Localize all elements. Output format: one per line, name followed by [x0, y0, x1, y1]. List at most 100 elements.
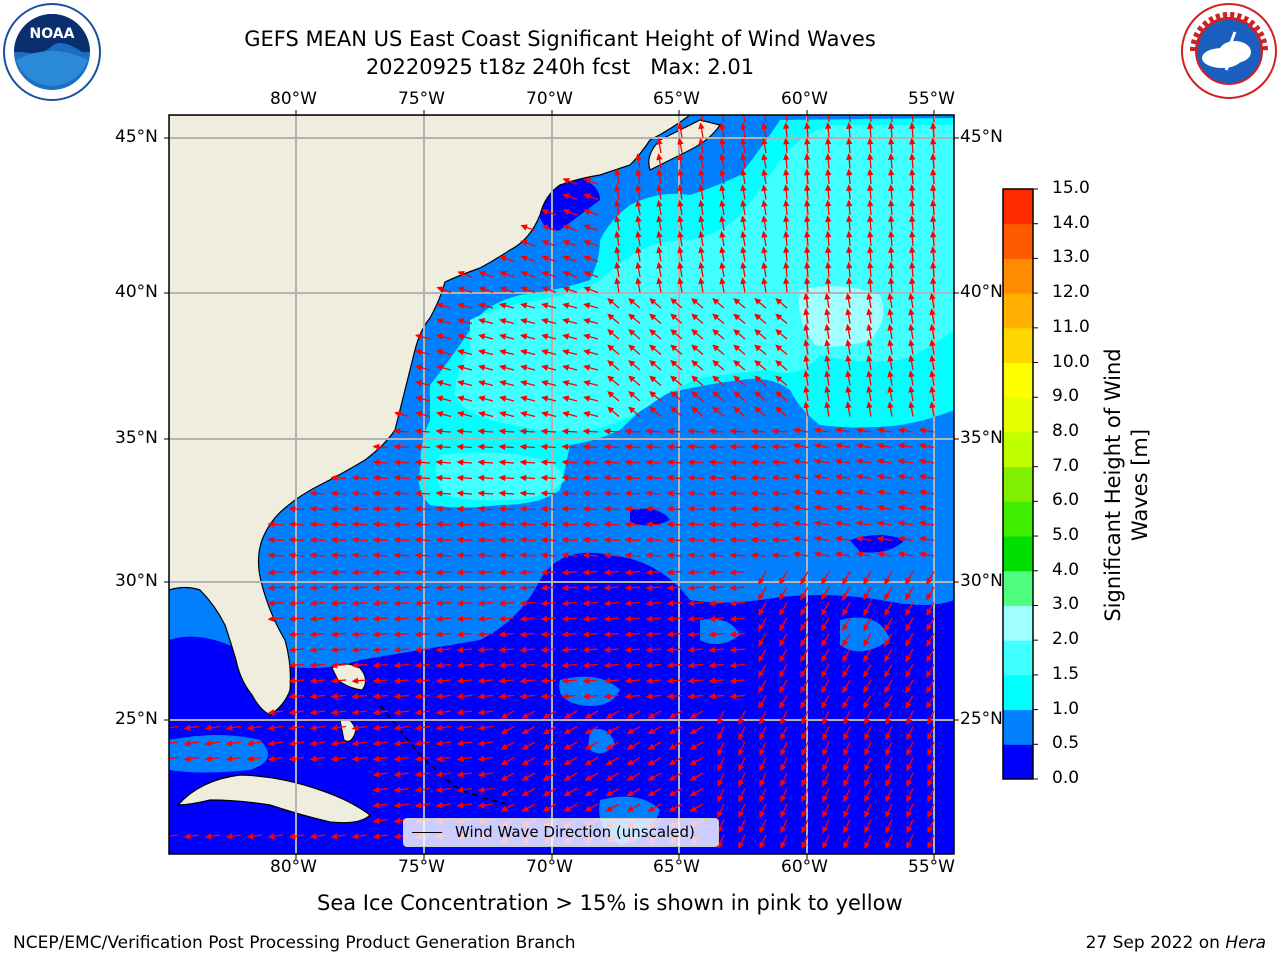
- wave-arrow-head: [754, 329, 762, 336]
- wave-arrow-head: [834, 489, 842, 496]
- wave-arrow-head: [867, 246, 874, 253]
- wave-arrow-head: [666, 600, 674, 607]
- wave-arrow-head: [561, 505, 569, 513]
- wave-arrow-head: [800, 624, 807, 632]
- wave-arrow-head: [867, 277, 874, 284]
- wave-arrow-head: [867, 122, 874, 129]
- wave-arrow-head: [754, 298, 762, 305]
- wave-arrow-head: [477, 662, 485, 669]
- lat-label-left-30n: 30°N: [115, 571, 158, 591]
- wave-arrow-head: [698, 215, 705, 223]
- wave-arrow-head: [670, 344, 678, 352]
- wave-arrow-head: [804, 153, 811, 160]
- wave-arrow-head: [843, 733, 850, 741]
- wave-arrow-head: [540, 646, 548, 653]
- wave-arrow-head: [649, 329, 657, 336]
- wave-arrow-head: [647, 790, 655, 797]
- wave-arrow-head: [456, 536, 464, 544]
- wave-arrow-head: [761, 261, 768, 269]
- wave-arrow-head: [605, 805, 613, 812]
- wave-arrow-head: [309, 693, 317, 700]
- wave-arrow-head: [918, 442, 926, 450]
- wave-arrow-head: [477, 709, 485, 716]
- wave-arrow-head: [863, 624, 870, 632]
- wave-arrow-head: [647, 712, 655, 719]
- wave-arrow-head: [330, 521, 338, 528]
- wave-arrow-head: [582, 521, 590, 528]
- wave-arrow-head: [603, 521, 611, 528]
- wave-arrow-head: [855, 504, 863, 512]
- wave-arrow-head: [372, 631, 380, 638]
- wave-arrow-head: [926, 577, 933, 585]
- wave-arrow-head: [885, 748, 892, 757]
- wave-arrow-head: [804, 277, 811, 284]
- wave-arrow-head: [520, 255, 528, 262]
- wave-arrow-head: [668, 790, 676, 797]
- wave-arrow-head: [792, 520, 800, 527]
- wave-arrow-head: [666, 474, 674, 482]
- wave-arrow-head: [183, 833, 191, 840]
- wave-arrow-head: [821, 593, 828, 601]
- wave-arrow-head: [603, 505, 611, 513]
- wave-arrow-head: [670, 298, 678, 305]
- wave-arrow-head: [499, 302, 507, 309]
- wave-arrow-head: [414, 600, 422, 607]
- wave-arrow-head: [372, 505, 380, 513]
- wave-arrow-head: [803, 308, 810, 316]
- wave-arrow-head: [456, 786, 464, 793]
- wave-arrow-head: [456, 646, 464, 653]
- wave-arrow-head: [456, 709, 464, 716]
- wave-arrow-head: [436, 349, 444, 356]
- wave-arrow-head: [372, 802, 380, 809]
- wave-arrow-head: [866, 385, 873, 393]
- wave-arrow-head: [927, 810, 934, 819]
- wave-arrow-head: [540, 428, 548, 435]
- colorbar-tick-label: 10.0: [1052, 351, 1090, 372]
- wave-arrow-head: [759, 795, 766, 803]
- wave-arrow-head: [691, 329, 699, 336]
- wave-arrow-head: [708, 505, 716, 513]
- wave-arrow-head: [435, 615, 443, 622]
- wave-arrow-head: [372, 615, 380, 622]
- wave-arrow-head: [825, 122, 832, 129]
- wave-arrow-head: [267, 569, 275, 576]
- wave-arrow-head: [435, 459, 443, 466]
- wave-arrow-head: [845, 354, 852, 362]
- wave-arrow-head: [309, 662, 317, 669]
- wave-arrow-head: [628, 313, 636, 321]
- wave-arrow-head: [656, 215, 663, 223]
- wave-arrow-head: [842, 624, 849, 632]
- wave-arrow-head: [519, 646, 527, 653]
- wave-arrow-head: [677, 277, 684, 285]
- wave-arrow-head: [759, 764, 766, 772]
- wave-arrow-head: [309, 490, 317, 497]
- wave-arrow-head: [842, 639, 849, 647]
- wave-arrow-head: [801, 733, 808, 741]
- colorbar-tick-label: 4.0: [1052, 559, 1080, 580]
- wave-arrow-head: [668, 805, 676, 812]
- wave-arrow-head: [930, 261, 937, 269]
- wave-arrow-head: [520, 349, 528, 356]
- wave-arrow-head: [393, 724, 401, 731]
- wave-arrow-head: [519, 631, 527, 638]
- wave-arrow-head: [909, 153, 916, 160]
- wave-arrow-head: [288, 740, 296, 747]
- colorbar-tick-label: 3.0: [1052, 594, 1080, 615]
- wave-arrow-head: [183, 724, 191, 731]
- wave-arrow-head: [645, 600, 653, 607]
- wave-arrow-head: [803, 323, 810, 331]
- wave-arrow-head: [498, 584, 506, 591]
- wave-arrow-head: [614, 230, 621, 238]
- wave-arrow-head: [712, 298, 720, 305]
- wave-arrow-head: [691, 406, 699, 414]
- wave-arrow-head: [500, 759, 508, 766]
- colorbar-segment: [1003, 536, 1033, 572]
- wave-arrow-head: [624, 569, 632, 576]
- wave-arrow-head: [562, 411, 570, 418]
- wave-arrow-head: [866, 308, 873, 316]
- wave-arrow-head: [477, 552, 485, 559]
- wave-arrow-head: [906, 810, 913, 819]
- lon-label-bottom-75w: 75°W: [398, 857, 445, 877]
- wave-arrow-head: [582, 505, 590, 513]
- wave-arrow-head: [435, 677, 443, 684]
